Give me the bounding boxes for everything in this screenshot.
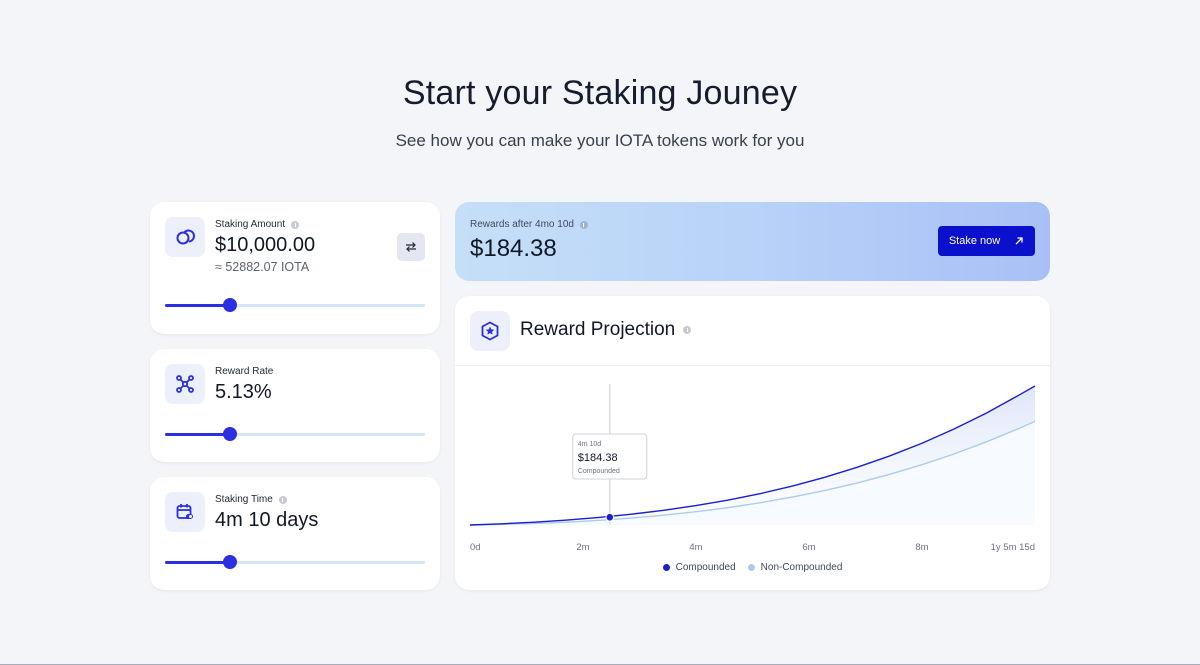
series-line-compounded	[469, 385, 1036, 526]
info-icon[interactable]	[579, 220, 588, 229]
info-icon[interactable]	[278, 495, 287, 504]
x-tick-label: 4m	[689, 542, 702, 553]
stake-now-button[interactable]: Stake now	[938, 226, 1035, 256]
series-area-fill-lower	[470, 421, 1035, 525]
network-nodes-icon	[165, 364, 205, 404]
reward-projection-card: Reward Projection 4m 10d $184.38 Compounde…	[455, 296, 1050, 590]
arrow-up-right-icon	[1015, 237, 1023, 245]
chart-legend: Compounded Non-Compounded	[455, 562, 1050, 573]
projection-chart[interactable]: 4m 10d $184.38 Compounded 0d 2m 4m 6m 8m 1y 5m 1…	[455, 296, 1050, 590]
x-tick-label: 1y 5m 15d	[991, 542, 1035, 553]
swap-currency-button[interactable]	[397, 233, 425, 261]
rewards-value: $184.38	[470, 235, 557, 262]
staking-time-card: Staking Time 4m 10 days	[150, 477, 440, 590]
stake-now-label: Stake now	[948, 235, 1001, 247]
divider	[455, 365, 1050, 366]
slider-thumb[interactable]	[223, 427, 237, 441]
swap-arrows-icon	[406, 242, 416, 252]
projection-title: Reward Projection	[520, 319, 676, 340]
legend-item-non-compounded[interactable]: Non-Compounded	[747, 562, 843, 573]
series-area-fill	[470, 386, 1035, 525]
legend-label: Compounded	[675, 562, 736, 573]
staking-amount-slider[interactable]	[165, 298, 425, 312]
staking-time-label: Staking Time	[215, 494, 273, 505]
slider-thumb[interactable]	[223, 298, 237, 312]
staking-time-value: 4m 10 days	[215, 509, 319, 531]
tooltip-series: Compounded	[578, 468, 620, 475]
staking-amount-label: Staking Amount	[215, 219, 286, 230]
star-badge-icon	[470, 311, 510, 351]
legend-item-compounded[interactable]: Compounded	[662, 562, 736, 573]
reward-rate-label: Reward Rate	[215, 366, 274, 377]
calendar-icon	[165, 492, 205, 532]
tooltip-value: $184.38	[578, 452, 618, 464]
staking-amount-value: $10,000.00	[215, 234, 316, 256]
reward-rate-card: Reward Rate 5.13%	[150, 349, 440, 462]
tooltip-marker-point	[605, 512, 615, 522]
series-line-non-compounded	[469, 420, 1036, 526]
x-tick-label: 0d	[470, 542, 481, 553]
rewards-label: Rewards after 4mo 10d	[470, 219, 574, 230]
staking-time-slider[interactable]	[165, 555, 425, 569]
x-tick-label: 2m	[576, 542, 589, 553]
x-tick-label: 8m	[915, 542, 928, 553]
page-title: Start your Staking Jouney	[402, 74, 798, 112]
tooltip-date: 4m 10d	[578, 441, 601, 448]
staking-amount-card: Staking Amount $10,000.00 ≈ 52882.07 IOT…	[150, 202, 440, 334]
reward-rate-value: 5.13%	[215, 381, 272, 403]
info-icon[interactable]	[683, 326, 692, 334]
tooltip-box	[572, 433, 648, 480]
info-icon[interactable]	[291, 220, 300, 229]
coins-icon	[165, 217, 205, 257]
legend-label: Non-Compounded	[760, 562, 843, 573]
reward-rate-slider[interactable]	[165, 427, 425, 441]
iota-equivalent: ≈ 52882.07 IOTA	[215, 260, 310, 274]
page-subtitle: See how you can make your IOTA tokens wo…	[395, 131, 805, 150]
legend-dot	[747, 564, 755, 571]
x-tick-label: 6m	[802, 542, 815, 553]
legend-dot	[662, 564, 670, 571]
rewards-summary-card: Rewards after 4mo 10d $184.38 Stake now	[455, 202, 1050, 281]
slider-thumb[interactable]	[223, 555, 237, 569]
